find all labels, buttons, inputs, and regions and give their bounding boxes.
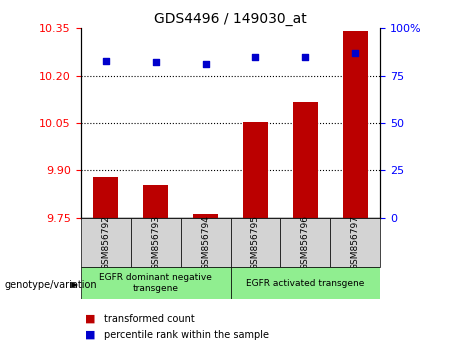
- Bar: [143, 184, 168, 218]
- Text: GSM856797: GSM856797: [351, 215, 360, 270]
- Bar: [193, 214, 218, 218]
- Point: [102, 58, 109, 63]
- Bar: [81, 267, 230, 299]
- Title: GDS4496 / 149030_at: GDS4496 / 149030_at: [154, 12, 307, 26]
- Text: GSM856796: GSM856796: [301, 215, 310, 270]
- Bar: [293, 103, 318, 218]
- Bar: [343, 32, 368, 218]
- Bar: [81, 218, 130, 267]
- Point: [202, 62, 209, 67]
- Bar: [230, 267, 380, 299]
- Bar: [280, 218, 331, 267]
- Text: genotype/variation: genotype/variation: [5, 280, 97, 290]
- Point: [252, 54, 259, 59]
- Bar: [181, 218, 230, 267]
- Bar: [93, 177, 118, 218]
- Bar: [331, 218, 380, 267]
- Bar: [230, 218, 280, 267]
- Point: [352, 50, 359, 56]
- Text: EGFR dominant negative
transgene: EGFR dominant negative transgene: [99, 274, 212, 293]
- Text: EGFR activated transgene: EGFR activated transgene: [246, 279, 365, 288]
- Text: transformed count: transformed count: [104, 314, 195, 324]
- Bar: [130, 218, 181, 267]
- Text: GSM856792: GSM856792: [101, 215, 110, 270]
- Point: [301, 54, 309, 59]
- Text: percentile rank within the sample: percentile rank within the sample: [104, 330, 269, 339]
- FancyArrowPatch shape: [71, 282, 77, 288]
- Text: GSM856793: GSM856793: [151, 215, 160, 270]
- Text: ■: ■: [85, 314, 96, 324]
- Text: ■: ■: [85, 330, 96, 339]
- Text: GSM856795: GSM856795: [251, 215, 260, 270]
- Point: [152, 59, 160, 65]
- Bar: [243, 122, 268, 218]
- Text: GSM856794: GSM856794: [201, 215, 210, 270]
